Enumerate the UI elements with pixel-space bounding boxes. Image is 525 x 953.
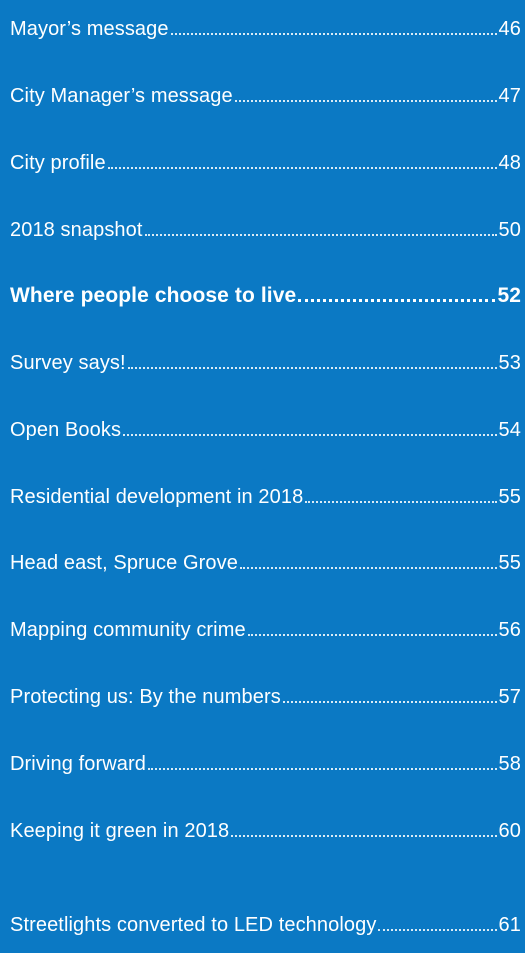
toc-entry-title: Keeping it green in 2018 [10, 820, 230, 842]
toc-entry-title: Mayor’s message [10, 18, 169, 40]
toc-entry-2018-snapshot[interactable]: 2018 snapshot 50 [10, 211, 521, 241]
dot-leader [298, 299, 496, 302]
dot-leader [123, 434, 497, 436]
toc-entry-city-managers-message[interactable]: City Manager’s message 47 [10, 77, 521, 107]
dot-leader [170, 33, 497, 35]
dot-leader [107, 167, 497, 169]
toc-entry-survey-says[interactable]: Survey says! 53 [10, 344, 521, 374]
toc-entry-protecting-us[interactable]: Protecting us: By the numbers 57 [10, 678, 521, 708]
dot-leader [282, 701, 497, 703]
toc-entry-page: 55 [498, 486, 521, 508]
toc-section-title: Where people choose to live [10, 284, 297, 307]
toc-entry-city-profile[interactable]: City profile 48 [10, 144, 521, 174]
dot-leader [144, 234, 497, 236]
dot-leader [239, 567, 497, 569]
toc-entry-title: City profile [10, 152, 106, 174]
toc-entry-page: 57 [498, 686, 521, 708]
toc-entry-streetlights-led[interactable]: Streetlights converted to LED technology… [10, 906, 521, 936]
toc-entry-page: 58 [498, 753, 521, 775]
toc-entry-page: 56 [498, 619, 521, 641]
toc-entry-page: 54 [498, 419, 521, 441]
toc-entry-mayors-message[interactable]: Mayor’s message 46 [10, 10, 521, 40]
toc-entry-mapping-community-crime[interactable]: Mapping community crime 56 [10, 611, 521, 641]
toc-entry-title: Protecting us: By the numbers [10, 686, 281, 708]
dot-leader [305, 501, 497, 503]
toc-entry-keeping-it-green[interactable]: Keeping it green in 2018 60 [10, 812, 521, 842]
toc-entry-page: 47 [498, 85, 521, 107]
toc-entry-title: Head east, Spruce Grove [10, 552, 238, 574]
toc-entry-residential-development[interactable]: Residential development in 2018 55 [10, 478, 521, 508]
toc-entry-page: 61 [498, 914, 521, 936]
toc-entry-page: 48 [498, 152, 521, 174]
toc-entry-page: 55 [498, 552, 521, 574]
toc-entry-head-east-spruce-grove[interactable]: Head east, Spruce Grove 55 [10, 544, 521, 574]
toc-entry-page: 50 [498, 219, 521, 241]
toc-section-page: 52 [497, 284, 521, 307]
dot-leader [231, 835, 497, 837]
toc-entry-title: 2018 snapshot [10, 219, 143, 241]
toc-section-where-people-choose-to-live[interactable]: Where people choose to live 52 [10, 277, 521, 307]
dot-leader [247, 634, 497, 636]
toc-entry-title: Mapping community crime [10, 619, 246, 641]
toc-entry-page: 53 [498, 352, 521, 374]
toc-entry-title: Open Books [10, 419, 122, 441]
toc-entry-title: Residential development in 2018 [10, 486, 304, 508]
toc-entry-title: Streetlights converted to LED technology [10, 914, 377, 936]
toc-entry-page: 46 [498, 18, 521, 40]
dot-leader [234, 100, 497, 102]
toc-entry-driving-forward[interactable]: Driving forward 58 [10, 745, 521, 775]
toc-entry-title: Driving forward [10, 753, 146, 775]
dot-leader [127, 367, 497, 369]
toc-entry-page: 60 [498, 820, 521, 842]
dot-leader [147, 768, 497, 770]
dot-leader [378, 929, 497, 931]
toc-entry-title: City Manager’s message [10, 85, 233, 107]
toc-entry-open-books[interactable]: Open Books 54 [10, 411, 521, 441]
toc-entry-title: Survey says! [10, 352, 126, 374]
